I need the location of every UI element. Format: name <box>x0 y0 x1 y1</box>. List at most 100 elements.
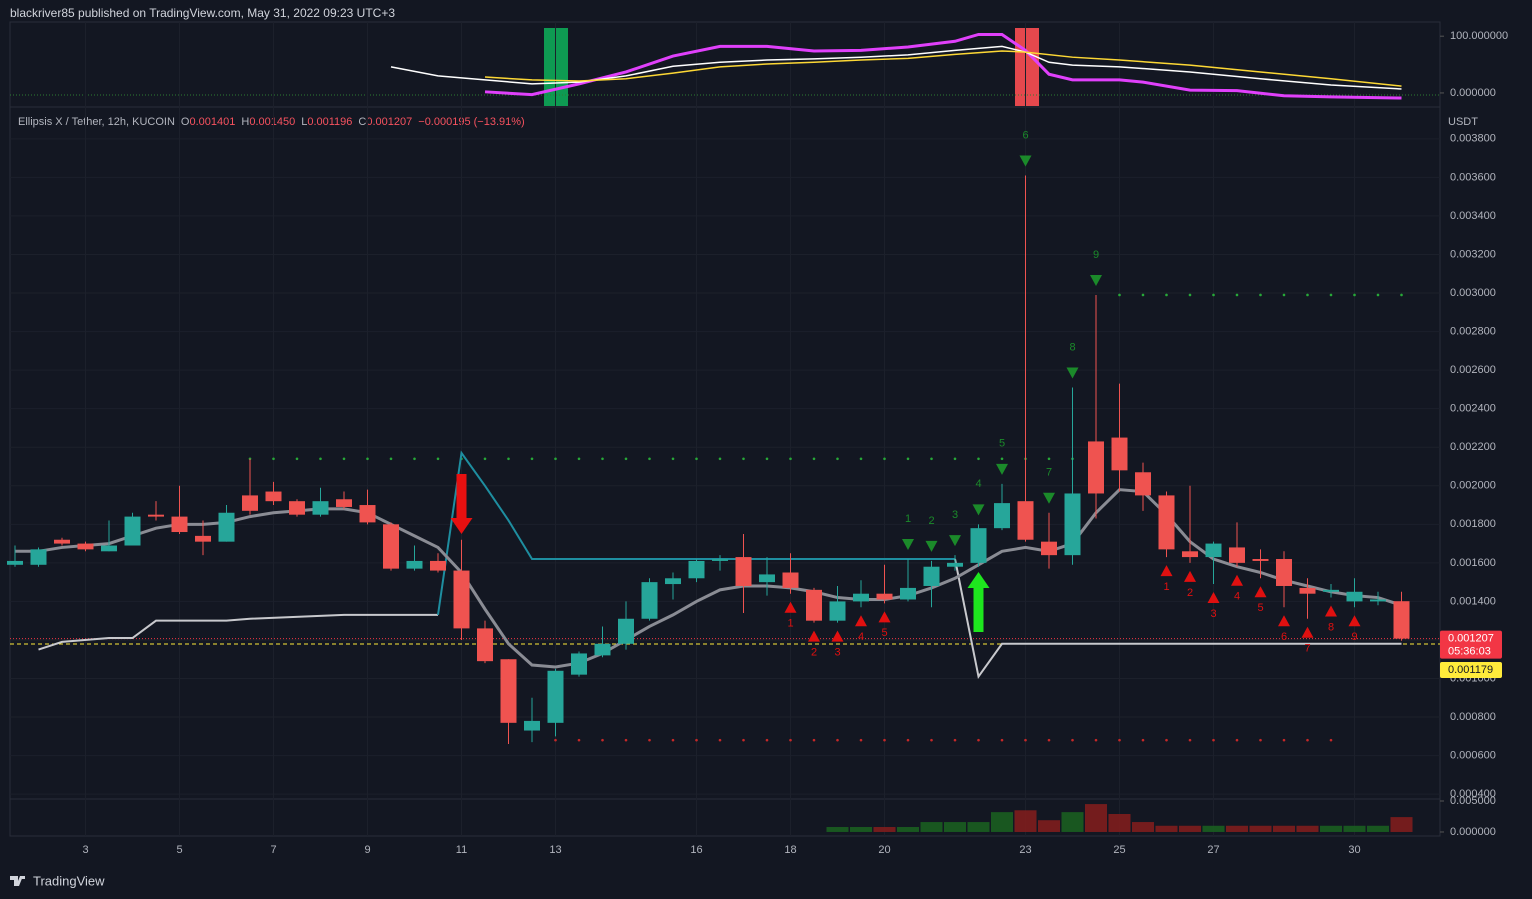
prev-close-tag <box>1440 662 1502 679</box>
level-dot <box>977 738 980 742</box>
candle-body <box>994 503 1010 529</box>
level-dot <box>1235 738 1239 742</box>
td-triangle <box>1043 492 1055 504</box>
volume-bar <box>826 827 849 832</box>
td-count: 1 <box>787 618 793 630</box>
legend-line: Ellipsis X / Tether, 12h, KUCOIN O0.00140… <box>18 116 525 128</box>
candle-body <box>54 539 70 544</box>
level-dot <box>1024 738 1027 742</box>
candle-body <box>453 570 470 629</box>
close-label: C <box>358 116 366 128</box>
candle-body <box>171 516 188 533</box>
high-label: H <box>241 116 249 128</box>
x-tick-label: 18 <box>784 844 796 856</box>
candle-body <box>195 535 211 542</box>
y-tick-label: 0.003200 <box>1450 248 1496 260</box>
td-count: 5 <box>999 438 1005 450</box>
td-count: 3 <box>952 509 958 521</box>
level-dot <box>554 457 557 461</box>
open-label: O <box>181 116 190 128</box>
level-dot <box>1235 293 1239 297</box>
volume-bar <box>1038 820 1060 832</box>
level-dot <box>695 457 698 461</box>
level-dots <box>1118 293 1403 297</box>
level-dot <box>930 738 933 742</box>
candle-body <box>806 589 822 621</box>
level-dot <box>1141 293 1145 297</box>
level-dot <box>530 457 534 461</box>
td-count: 4 <box>1234 591 1240 603</box>
level-dot <box>577 738 581 742</box>
td-count: 9 <box>1351 631 1357 643</box>
level-dot <box>977 457 980 461</box>
x-tick-label: 20 <box>878 844 890 856</box>
y-tick-label: 0.000000 <box>1450 826 1496 838</box>
countdown-label: 05:36:03 <box>1448 646 1491 658</box>
candle-body <box>1182 551 1198 558</box>
candle-body <box>1299 587 1316 594</box>
y-tick-label: 0.000400 <box>1450 788 1496 800</box>
td-triangle <box>1184 570 1196 582</box>
candle-body <box>1276 559 1292 586</box>
level-dot <box>272 457 275 461</box>
x-tick-label: 30 <box>1348 844 1360 856</box>
td-count: 7 <box>1304 643 1310 655</box>
candle-body <box>30 549 47 565</box>
candle-body <box>312 501 329 515</box>
level-dot <box>554 738 557 742</box>
volume-bar <box>1390 817 1413 832</box>
y-tick-label: 0.002600 <box>1450 364 1496 376</box>
level-dot <box>836 738 839 742</box>
level-dot <box>577 457 581 461</box>
volume-bar <box>1155 825 1178 832</box>
candle-body <box>1393 601 1410 639</box>
candle-body <box>430 560 446 571</box>
level-dot <box>1282 738 1286 742</box>
low-label: L <box>301 116 307 128</box>
volume-bar <box>991 812 1013 832</box>
td-triangle <box>949 535 961 547</box>
candle-body <box>1323 589 1339 592</box>
publish-header: blackriver85 published on TradingView.co… <box>10 6 395 20</box>
volume-bar <box>1014 810 1037 832</box>
volume-bar <box>1249 825 1272 832</box>
trailing-stop-line <box>954 558 1402 680</box>
level-dot <box>1000 457 1004 461</box>
level-dot <box>718 457 722 461</box>
level-dot <box>483 457 487 461</box>
x-tick-label: 3 <box>82 844 88 856</box>
td-triangle <box>1348 615 1361 627</box>
td-triangle <box>1231 574 1243 586</box>
currency-label: USDT <box>1448 116 1478 128</box>
td-count: 8 <box>1328 621 1334 633</box>
level-dot <box>1188 293 1192 297</box>
close-value: 0.001207 <box>366 116 412 128</box>
y-tick-label: 0.003800 <box>1450 133 1496 145</box>
level-dot <box>1000 738 1004 742</box>
candle-body <box>218 512 235 542</box>
candle-body <box>7 560 23 565</box>
y-tick-label: 0.002000 <box>1450 480 1496 492</box>
level-dot <box>1259 738 1262 742</box>
level-dot <box>789 457 792 461</box>
volume-bar <box>1226 825 1248 832</box>
td-triangle <box>1090 274 1102 286</box>
level-dot <box>1306 293 1309 297</box>
candle-body <box>1370 599 1386 602</box>
candle-body <box>923 566 940 586</box>
volume-bar <box>850 827 872 832</box>
y-tick-label: 0.001800 <box>1450 518 1496 530</box>
td-count: 6 <box>1022 129 1028 141</box>
oscillator-line <box>390 45 1402 90</box>
candle-body <box>265 491 282 502</box>
td-count: 5 <box>1257 602 1263 614</box>
candle-body <box>1135 472 1151 496</box>
level-dot <box>624 738 628 742</box>
level-dot <box>389 457 393 461</box>
x-tick-label: 13 <box>549 844 561 856</box>
candle-body <box>547 670 564 723</box>
candle-body <box>970 528 987 563</box>
change: −0.000195 (−13.91%) <box>418 116 524 128</box>
prev-close-label: 0.001179 <box>1448 664 1493 676</box>
candle-body <box>242 495 258 511</box>
